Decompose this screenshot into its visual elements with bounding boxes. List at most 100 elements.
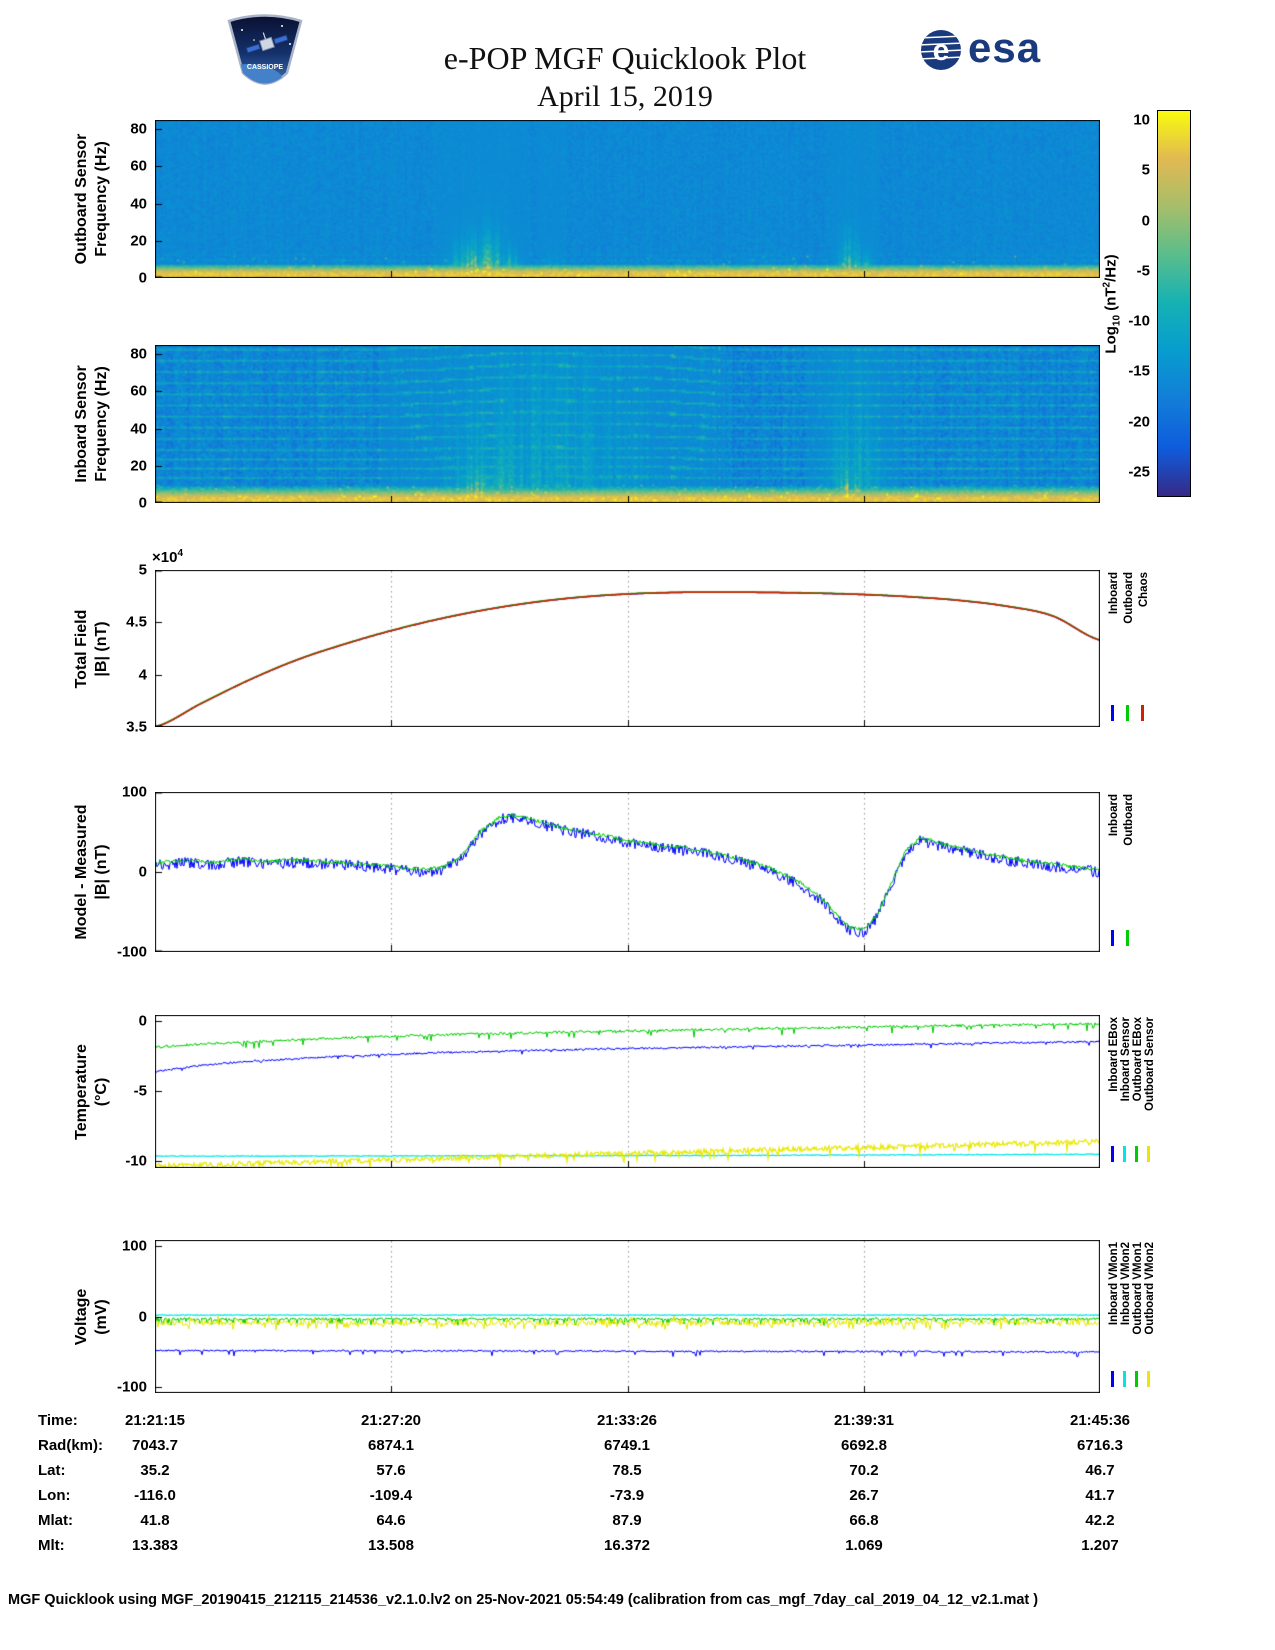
ephemeris-value: 64.6	[376, 1512, 406, 1529]
ephemeris-value: 21:45:36	[1069, 1412, 1131, 1429]
y-tick-label: 0	[138, 494, 147, 512]
ephemeris-row-label: Lat:	[38, 1462, 66, 1479]
ephemeris-value: 6874.1	[368, 1437, 414, 1454]
legend-entry-label: Outboard VMon1	[1132, 1242, 1144, 1335]
esa-logo: e esa	[918, 24, 1041, 76]
legend-entry-label: Outboard	[1123, 794, 1135, 846]
y-tick-label: 0	[138, 269, 147, 287]
inboard-spectrogram-canvas	[155, 345, 1100, 503]
ephemeris-value: 21:27:20	[360, 1412, 422, 1429]
ephemeris-value: 57.6	[376, 1462, 406, 1479]
model-minus-measured-canvas	[155, 792, 1100, 952]
legend-entry-color-dash	[1123, 1146, 1126, 1162]
legend-entry-color-dash	[1135, 1146, 1138, 1162]
legend-entry-color-dash	[1147, 1371, 1150, 1387]
colorbar-tick-label: -20	[1128, 413, 1150, 431]
ephemeris-row-label: Lon:	[38, 1487, 71, 1504]
ephemeris-value: -109.4	[369, 1487, 413, 1504]
legend-entry-label: Inboard	[1108, 794, 1120, 837]
legend-entry-label: Outboard EBox	[1132, 1017, 1144, 1102]
ephemeris-value: -73.9	[609, 1487, 645, 1504]
legend-entry-label: Outboard VMon2	[1144, 1242, 1156, 1335]
legend-entry-color-dash	[1135, 1371, 1138, 1387]
y-tick-label: 4.5	[126, 613, 147, 631]
colorbar-tick-label: 0	[1141, 212, 1150, 230]
y-tick-label: 4	[138, 666, 147, 684]
colorbar-tick-label: -15	[1128, 362, 1150, 380]
ephemeris-value: 1.207	[1081, 1537, 1119, 1554]
legend-entry-color-dash	[1126, 705, 1129, 721]
voltage-y-axis-label: Voltage (mV)	[73, 1288, 110, 1345]
esa-emblem-stripes	[921, 35, 961, 60]
y-tick-label: 0	[138, 1308, 147, 1325]
y-tick-label: 40	[130, 195, 147, 213]
y-tick-label: 80	[130, 345, 147, 363]
legend-entry-color-dash	[1111, 705, 1114, 721]
y-tick-label: 40	[130, 420, 147, 438]
y-tick-label: -100	[116, 943, 147, 961]
legend-entry-color-dash	[1123, 1371, 1126, 1387]
model-minus-measured-y-axis-label: Model - Measured |B| (nT)	[73, 804, 110, 940]
colorbar-tick-label: -25	[1128, 463, 1150, 481]
legend-entry-color-dash	[1111, 930, 1114, 946]
cassiope-patch-graphic: CASSIOPE	[227, 14, 303, 85]
y-tick-label: 3.5	[126, 718, 147, 736]
ephemeris-value: 21:39:31	[833, 1412, 895, 1429]
esa-emblem: e	[921, 30, 961, 70]
total-field-y-exponent: ×104	[152, 548, 184, 566]
ephemeris-value: 21:33:26	[596, 1412, 658, 1429]
ephemeris-value: 66.8	[849, 1512, 879, 1529]
outboard-spectrogram-canvas	[155, 120, 1100, 278]
cassiope-mission-logo: CASSIOPE	[220, 6, 310, 103]
ephemeris-value: 6716.3	[1077, 1437, 1123, 1454]
temperature-canvas	[155, 1015, 1100, 1168]
ephemeris-value: 87.9	[612, 1512, 642, 1529]
legend-entry-label: Outboard Sensor	[1144, 1017, 1156, 1111]
ephemeris-value: 41.8	[140, 1512, 170, 1529]
ephemeris-row-label: Mlat:	[38, 1512, 73, 1529]
total-field-canvas	[155, 570, 1100, 727]
legend-entry-color-dash	[1147, 1146, 1150, 1162]
y-tick-label: -5	[133, 1082, 147, 1100]
ephemeris-value: 42.2	[1085, 1512, 1115, 1529]
footer-caption: MGF Quicklook using MGF_20190415_212115_…	[8, 1592, 1039, 1608]
y-tick-label: -100	[116, 1378, 147, 1396]
y-tick-label: 0	[138, 863, 147, 881]
y-tick-label: 80	[130, 120, 147, 138]
patch-mission-name: CASSIOPE	[247, 64, 284, 71]
legend-entry-color-dash	[1111, 1146, 1114, 1162]
legend-entry-color-dash	[1126, 930, 1129, 946]
ephemeris-value: -116.0	[134, 1487, 176, 1504]
colorbar-tick-label: 5	[1141, 161, 1150, 179]
patch-satellite	[245, 32, 289, 54]
temperature-y-axis-label: Temperature (°C)	[73, 1043, 110, 1140]
ephemeris-value: 6749.1	[604, 1437, 650, 1454]
legend-entry-label: Inboard Sensor	[1120, 1017, 1132, 1102]
esa-emblem-circle	[921, 30, 961, 70]
legend-entry-label: Inboard VMon2	[1120, 1242, 1132, 1326]
total-field-y-axis-label: Total Field |B| (nT)	[73, 609, 110, 688]
colorbar-label: Log10 (nT2/Hz)	[1101, 253, 1123, 354]
legend-entry-label: Inboard EBox	[1108, 1017, 1120, 1092]
ephemeris-value: 21:21:15	[124, 1412, 186, 1429]
figure-date: April 15, 2019	[537, 80, 713, 113]
ephemeris-value: 70.2	[849, 1462, 879, 1479]
y-tick-label: 60	[130, 157, 147, 175]
legend-entry-color-dash	[1141, 705, 1144, 721]
legend-entry-color-dash	[1111, 1371, 1114, 1387]
legend-entry-label: Outboard	[1123, 572, 1135, 624]
ephemeris-value: 13.508	[368, 1537, 414, 1554]
ephemeris-value: 16.372	[604, 1537, 650, 1554]
colorbar-gradient	[1157, 110, 1191, 497]
y-tick-label: 100	[121, 783, 147, 801]
legend-entry-label: Inboard VMon1	[1108, 1242, 1120, 1326]
outboard-spectrogram-y-axis-label: Outboard Sensor Frequency (Hz)	[73, 133, 110, 265]
ephemeris-value: 6692.8	[841, 1437, 887, 1454]
ephemeris-value: 41.7	[1085, 1487, 1115, 1504]
legend-entry-label: Chaos	[1138, 572, 1150, 608]
colorbar-tick-label: 10	[1133, 111, 1150, 129]
ephemeris-row-label: Time:	[38, 1412, 78, 1429]
ephemeris-value: 26.7	[849, 1487, 879, 1504]
esa-logo-text: esa	[968, 24, 1042, 71]
